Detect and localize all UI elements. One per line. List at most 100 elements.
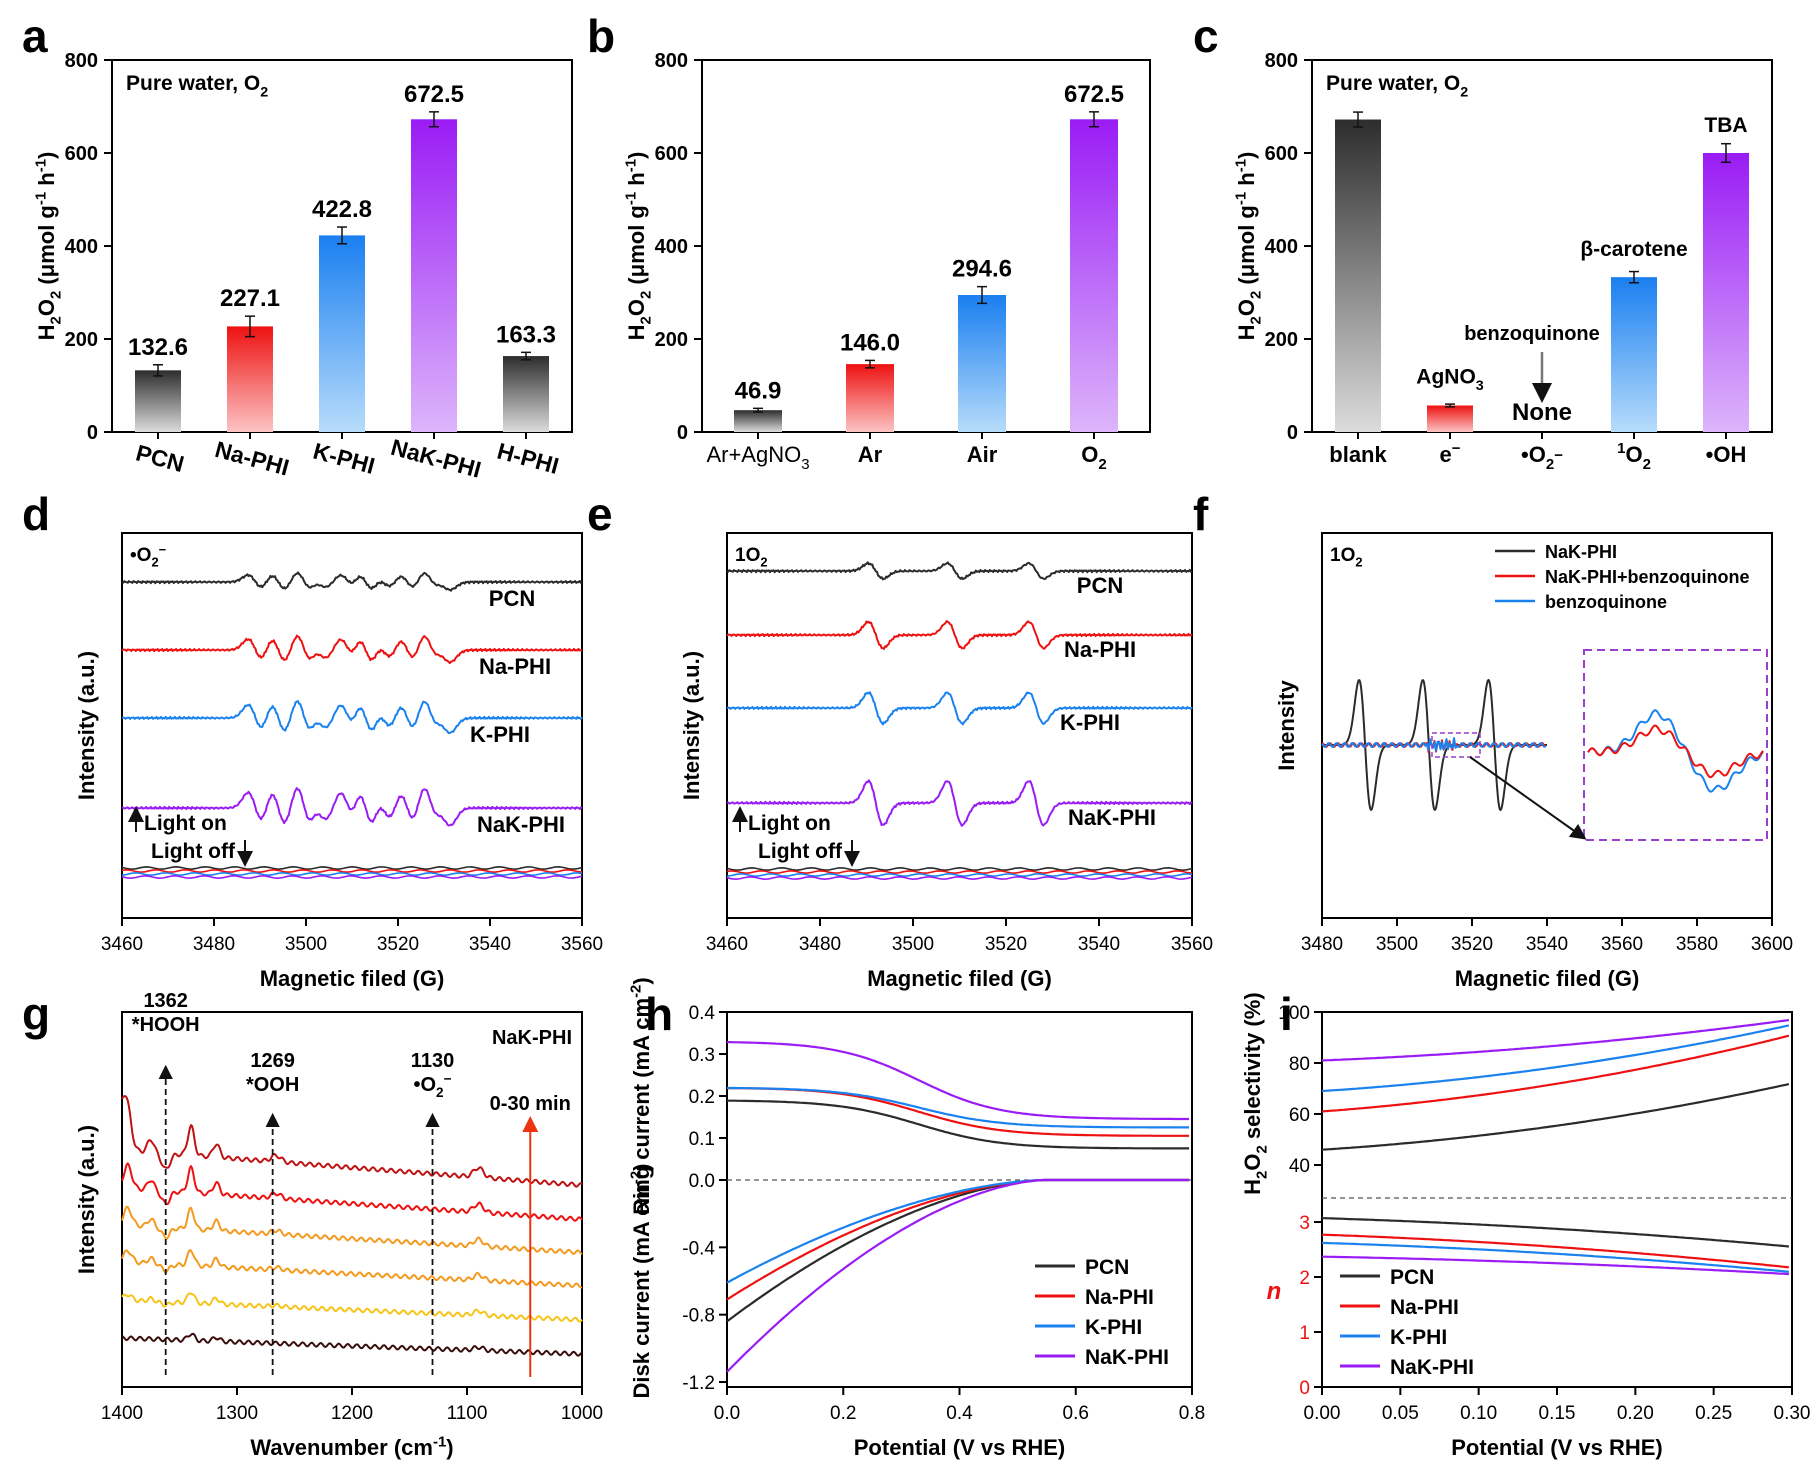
formula-part: *OOH — [246, 1074, 299, 1096]
y-axis-label: H2​O2​ (μmol g-1​ h-1​) — [33, 152, 65, 341]
light-off-line — [726, 870, 1193, 874]
axis-label-part: -1 — [33, 159, 50, 172]
time-label: 0-30 min — [490, 1093, 571, 1115]
label-part: 2 — [1643, 456, 1651, 473]
series-label: PCN — [1077, 573, 1123, 598]
x-tick-label: 3600 — [1751, 934, 1793, 955]
selectivity-K-PHI — [1321, 1024, 1790, 1093]
legend-label: NaK-PHI+benzoquinone — [1545, 567, 1750, 587]
panel-c: 0 200 400 600 800 H2​O2​ (μmol g-1​ h-1​) blan… — [1233, 50, 1773, 473]
ring-Na-PHI — [726, 1086, 1190, 1137]
chart-title: NaK-PHI — [492, 1027, 572, 1049]
axis-label-part: (μmol g — [624, 205, 649, 291]
data-label: 672.5 — [1064, 81, 1124, 108]
x-tick-label: 0.30 — [1774, 1403, 1811, 1424]
y-tick-label: 40 — [1289, 1156, 1310, 1177]
y-tick-label-n: 0 — [1299, 1378, 1310, 1399]
formula-part: Disk current (mA cm — [629, 1184, 654, 1398]
formula-part: -1 — [433, 1434, 446, 1451]
formula-part: Pure water, O — [1326, 72, 1460, 95]
panel-e: 3460 3480 3500 3520 3540 3560 Magnetic filed (… — [679, 532, 1213, 991]
x-tick-label: 1O2 — [1617, 440, 1651, 473]
series-label: PCN — [489, 586, 535, 611]
series-label: K-PHI — [470, 722, 530, 747]
selectivity-PCN — [1321, 1083, 1790, 1151]
formula-part: 2 — [1460, 84, 1468, 100]
formula-part: 2 — [1254, 1145, 1271, 1153]
formula-part: 2 — [151, 555, 158, 570]
legend-label: K-PHI — [1390, 1326, 1447, 1349]
x-tick-label: Ar+AgNO3 — [706, 442, 809, 473]
formula-part: H — [1240, 1179, 1265, 1195]
x-tick-label: 3580 — [1676, 934, 1718, 955]
spectrum-line — [121, 1249, 583, 1289]
plot-frame — [726, 532, 1193, 919]
y-tick-label: 0 — [677, 422, 688, 444]
series-NaK-PHI — [121, 787, 583, 827]
label-part: 1 — [1617, 440, 1625, 457]
spectrum-line — [121, 1162, 583, 1222]
axis-label-part: O — [1234, 299, 1259, 316]
panel-letter-i: i — [1280, 988, 1293, 1040]
y-axis-label-disk: Disk current (mA cm-2​) — [628, 1164, 654, 1399]
light-off-line — [121, 875, 583, 879]
x-tick-label: •O2−​ — [1521, 442, 1563, 473]
x-tick-label: 0.25 — [1695, 1403, 1732, 1424]
formula-part: Wavenumber (cm — [250, 1435, 433, 1460]
y-tick-label-n: 2 — [1299, 1268, 1310, 1289]
label-part: 3 — [801, 456, 809, 473]
x-tick-label: Air — [967, 442, 998, 467]
label-part: e — [1439, 442, 1451, 467]
x-tick-label: 3520 — [377, 934, 419, 955]
y-tick-label: 0 — [87, 422, 98, 444]
formula-part: 2 — [760, 555, 767, 570]
panel-f: 3480 3500 3520 3540 3560 3580 3600 Magnetic fil… — [1274, 532, 1793, 991]
spectrum-line — [121, 1292, 583, 1323]
panel-i: 0.00 0.05 0.10 0.15 0.20 0.25 0.30 Potential (V… — [1240, 992, 1810, 1460]
series-Na-PHI — [121, 634, 583, 665]
formula-part: ) — [629, 1164, 654, 1171]
formula-part: Pure water, O — [126, 72, 260, 95]
x-tick-label: Na-PHI — [212, 436, 292, 481]
axis-label-part: H — [1234, 324, 1259, 340]
y-tick-label: 600 — [1265, 143, 1298, 165]
y-tick-label: 800 — [655, 50, 688, 72]
formula-part: 2 — [436, 1085, 444, 1100]
x-tick-label: 3560 — [1171, 934, 1213, 955]
y-tick-label: 400 — [655, 236, 688, 258]
peak-name: •O2​−​ — [413, 1071, 451, 1100]
x-tick-label: H-PHI — [494, 438, 561, 479]
series-benzoquinone — [1321, 737, 1546, 752]
bar-H-PHI — [503, 356, 549, 432]
n-PCN — [1322, 1217, 1790, 1248]
y-tick-label-n: 3 — [1299, 1213, 1310, 1234]
panel-letter-b: b — [587, 10, 615, 62]
x-tick-label: blank — [1329, 442, 1387, 467]
x-tick-label: 3460 — [706, 934, 748, 955]
x-tick-label: 3480 — [193, 934, 235, 955]
light-off-label: Light off — [151, 840, 236, 863]
peak-number: 1130 — [411, 1050, 454, 1072]
axis-label-part: -1 — [623, 159, 640, 172]
chart-title: 1O2​ — [735, 545, 768, 570]
panel-letter-c: c — [1193, 10, 1219, 62]
x-tick-label: 0.00 — [1304, 1403, 1341, 1424]
y-tick-label: 200 — [1265, 329, 1298, 351]
legend-label: NaK-PHI — [1390, 1356, 1474, 1379]
formula-part: 1O — [735, 545, 760, 566]
panel-letter-h: h — [645, 988, 673, 1040]
axis-label-part: O — [624, 299, 649, 316]
zoom-box-inset — [1583, 649, 1768, 841]
panel-d: 3460 3480 3500 3520 3540 3560 Magnetic filed (… — [74, 532, 603, 991]
formula-part: Na-PHI — [212, 436, 292, 481]
axis-label-part: ) — [1234, 152, 1259, 159]
bar-•OH — [1703, 153, 1749, 432]
x-tick-label: 3540 — [469, 934, 511, 955]
x-tick-label: 3460 — [101, 934, 143, 955]
y-tick-label: -1.2 — [682, 1373, 715, 1394]
legend-label: NaK-PHI — [1545, 542, 1617, 562]
x-axis-label: Potential (V vs RHE) — [854, 1435, 1065, 1460]
chart-title: •O2​−​ — [130, 542, 166, 570]
label-part: Ar — [858, 442, 883, 467]
